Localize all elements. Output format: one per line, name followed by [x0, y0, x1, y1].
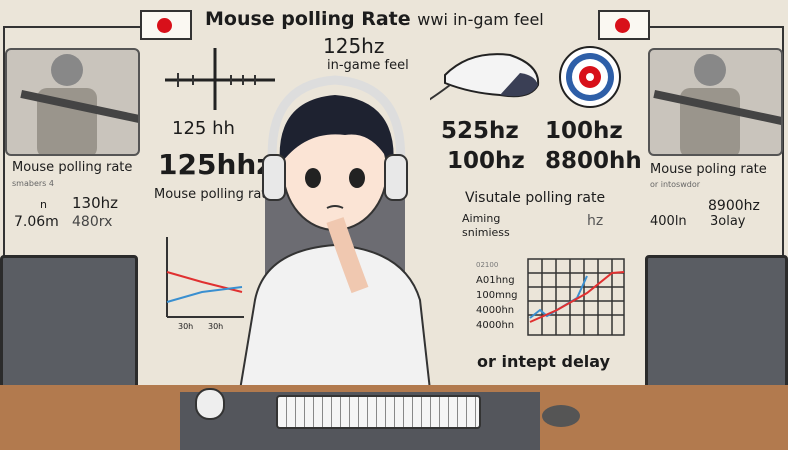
visual-caption: Visutale polling rate: [465, 190, 606, 206]
panel-caption-left: Mouse polling rate: [12, 160, 133, 175]
hz-value: 8800hh: [545, 148, 642, 174]
hz-unit: hz: [587, 213, 604, 229]
panel-sub-right: or intoswdor: [650, 180, 701, 189]
series-blue: [529, 275, 588, 319]
stat-right-a: 8900hz: [708, 198, 760, 214]
right-frame: [648, 26, 784, 426]
bottom-caption: or intept delay: [477, 352, 611, 371]
page-title: Mouse polling Rate wwi in-gam feel: [205, 8, 544, 30]
hz-value: 100hz: [447, 148, 525, 174]
smoothness-label: snimiess: [462, 226, 510, 239]
chart-label: 100mng: [476, 290, 518, 301]
big-hz: 125hhz: [158, 148, 273, 181]
aiming-label: Aiming: [462, 212, 501, 225]
keyboard[interactable]: [276, 395, 481, 429]
stat-left-a: n: [40, 198, 47, 211]
hz-value: 100hz: [545, 118, 623, 144]
target-icon: [559, 46, 621, 108]
latency-chart-right: [527, 258, 625, 336]
desk-mouse-right: [542, 405, 580, 427]
crosshair-label: 125 hh: [172, 118, 235, 139]
series-red: [529, 271, 625, 323]
chart-label: 02100: [476, 261, 499, 269]
panel-caption-right: Mouse poling rate: [650, 162, 767, 177]
mouse[interactable]: [195, 388, 225, 420]
soldier-panel-left: [5, 48, 140, 156]
stat-left-b: 130hz: [72, 194, 119, 212]
chart-labels-right: 02100 A01hng 100mng 4000hn 4000hn: [476, 258, 528, 333]
japan-flag-left: [140, 10, 192, 40]
soldier-icon: [20, 54, 138, 154]
stat-right-c: 3olay: [710, 214, 746, 229]
soldier-icon: [653, 54, 781, 154]
crosshair-icon: [165, 48, 275, 110]
series-blue: [166, 286, 243, 303]
center-caption: Mouse polling rate: [154, 187, 275, 202]
chart-tick: 30h: [178, 322, 194, 331]
chart-label: A01hng: [476, 275, 515, 286]
japan-flag-right: [598, 10, 650, 40]
chart-label: 4000hn: [476, 305, 515, 316]
gaming-mouse-icon: [430, 53, 540, 101]
hz-value: 525hz: [441, 118, 519, 144]
stat-right-b: 400ln: [650, 214, 687, 229]
subtitle-hz: 125hz: [323, 34, 385, 58]
subtitle-feel: in-game feel: [327, 58, 409, 73]
soldier-panel-right: [648, 48, 783, 156]
stat-left-d: 480rx: [72, 214, 113, 230]
latency-chart-left: [166, 237, 244, 318]
character-illustration: [238, 75, 432, 391]
chart-tick: 30h: [208, 322, 224, 331]
panel-sub-left: smabers 4: [12, 179, 54, 188]
stat-left-c: 7.06m: [14, 214, 59, 230]
chart-label: 4000hn: [476, 320, 515, 331]
left-frame: [3, 26, 143, 426]
